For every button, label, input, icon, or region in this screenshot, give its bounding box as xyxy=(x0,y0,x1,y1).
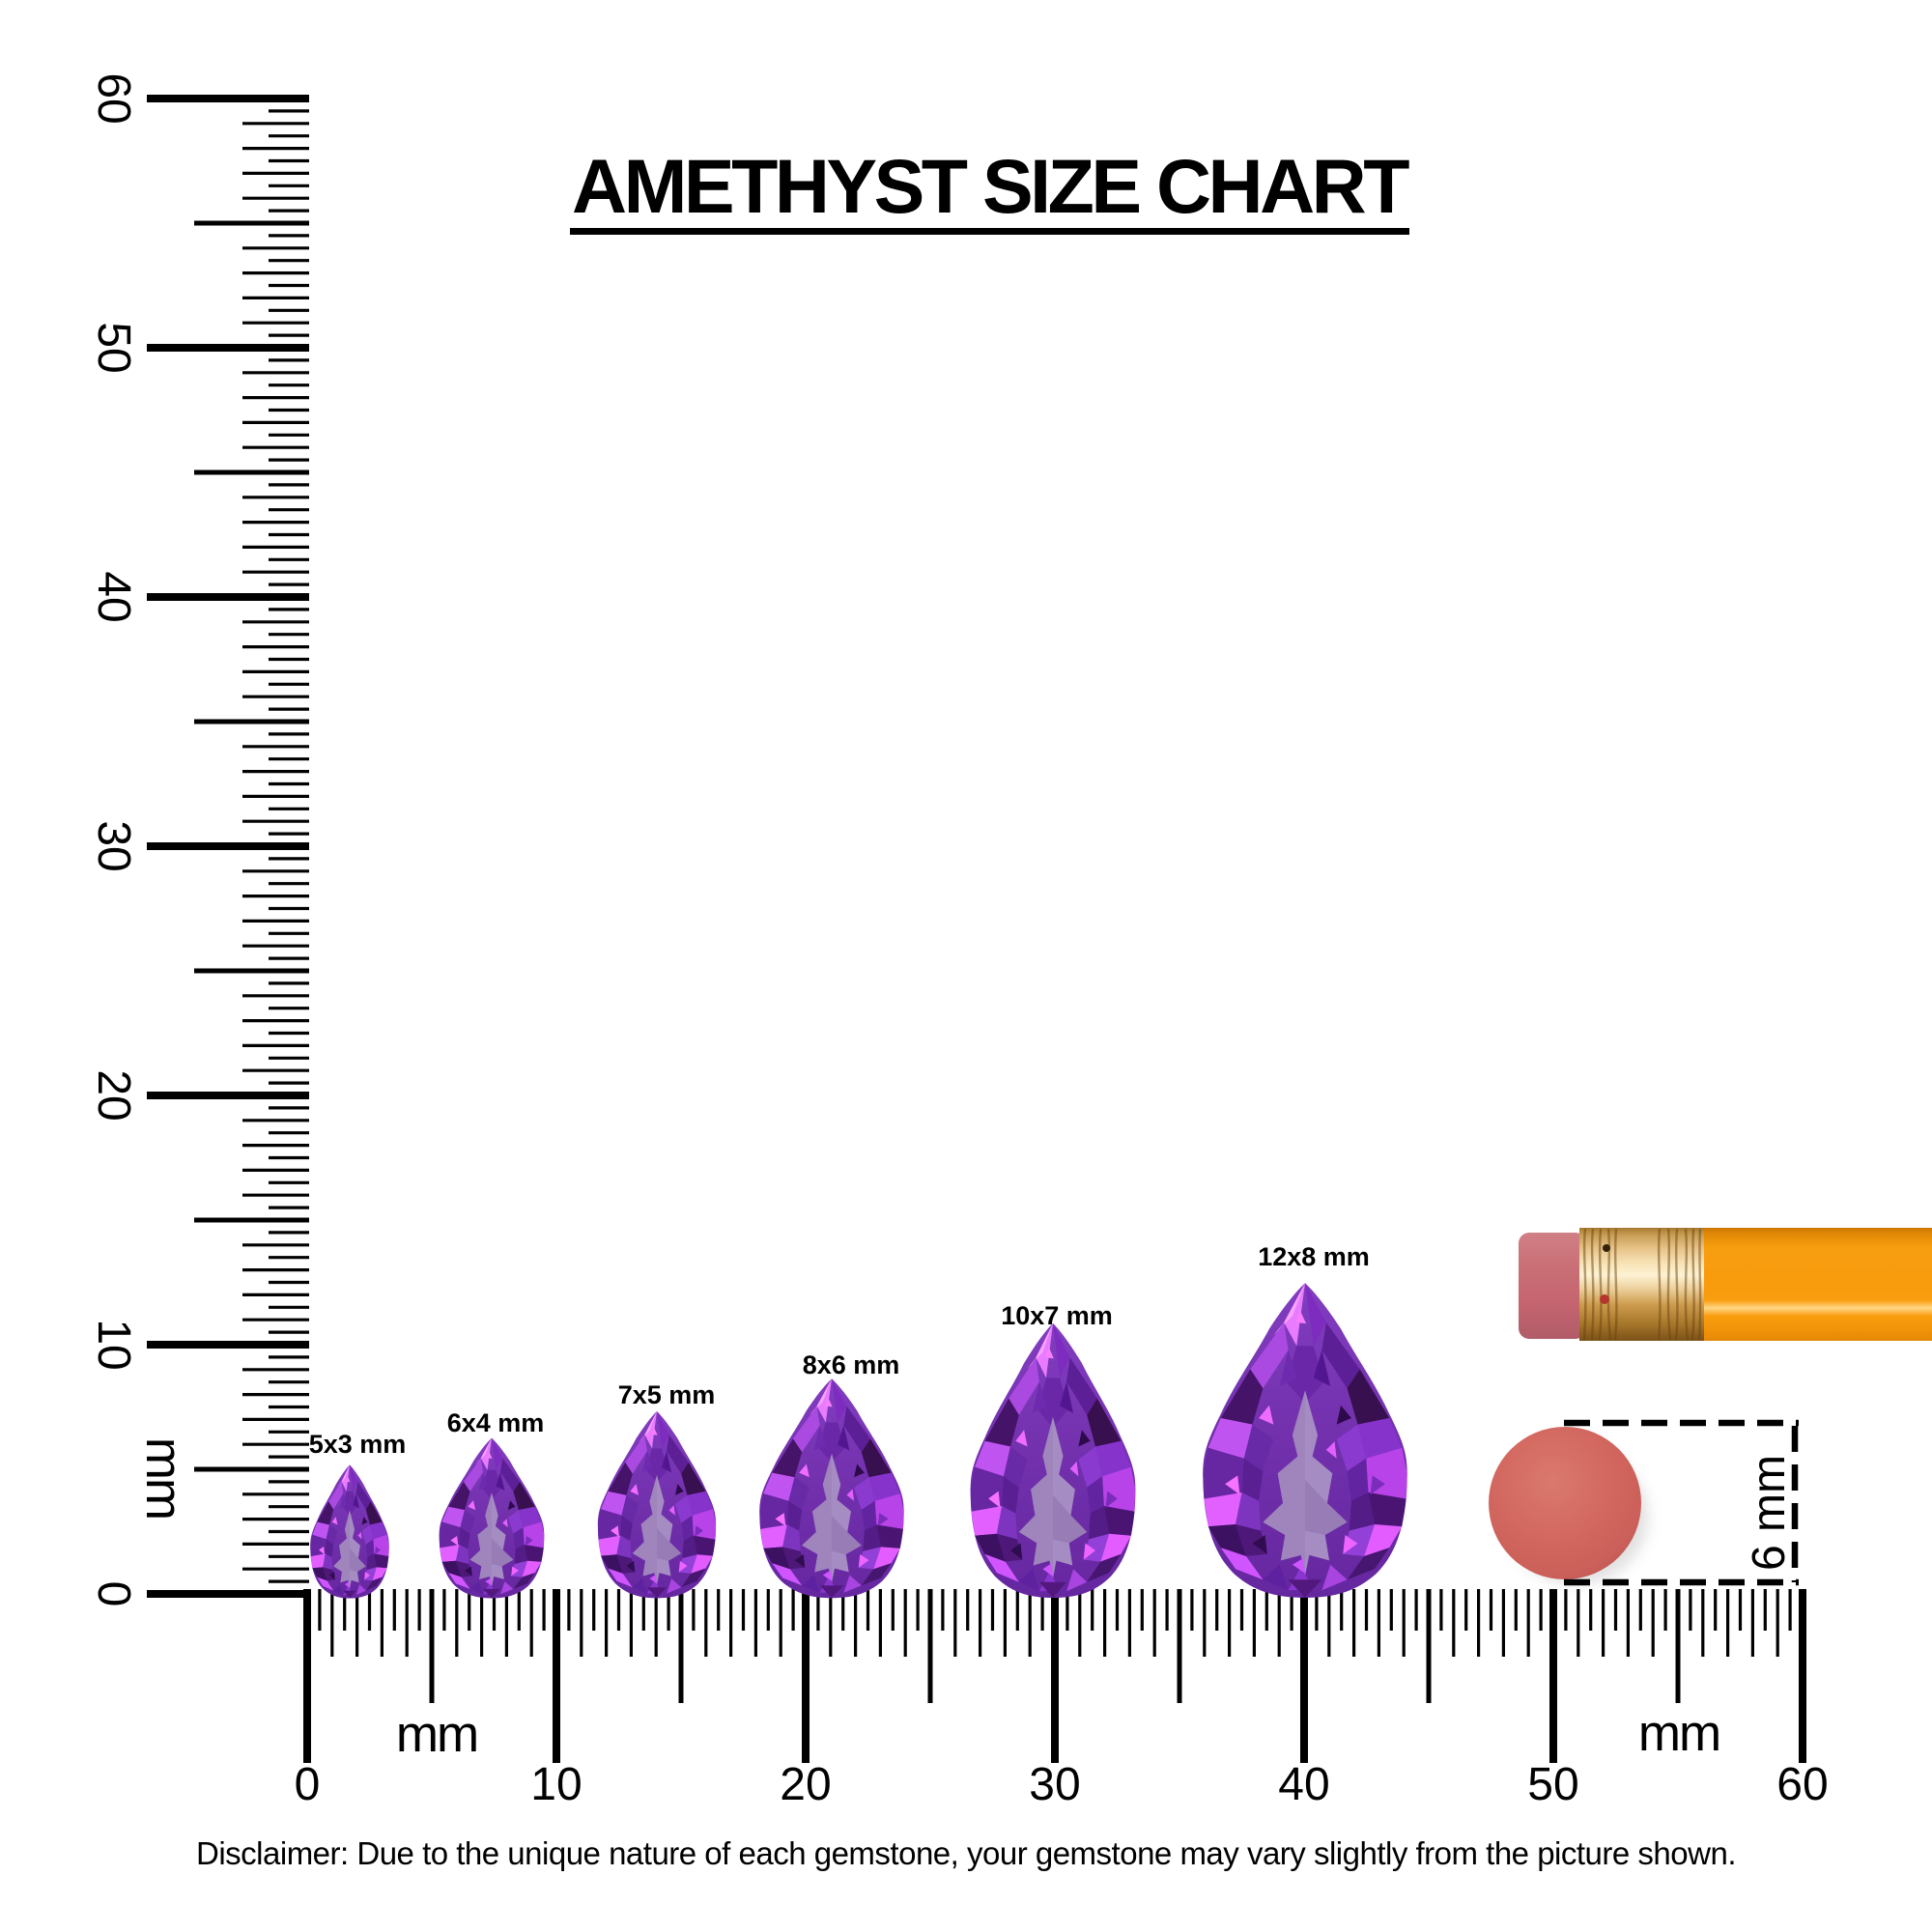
svg-text:0: 0 xyxy=(295,1759,321,1810)
svg-text:mm: mm xyxy=(396,1706,477,1763)
svg-text:40: 40 xyxy=(88,571,139,622)
svg-text:mm: mm xyxy=(135,1437,192,1519)
svg-text:7x5 mm: 7x5 mm xyxy=(618,1380,716,1409)
svg-text:40: 40 xyxy=(1278,1759,1329,1810)
svg-text:10: 10 xyxy=(88,1319,139,1370)
svg-text:8x6 mm: 8x6 mm xyxy=(803,1350,900,1379)
svg-text:10: 10 xyxy=(530,1759,582,1810)
svg-text:10x7 mm: 10x7 mm xyxy=(1001,1301,1113,1330)
svg-text:30: 30 xyxy=(1029,1759,1080,1810)
svg-text:50: 50 xyxy=(1527,1759,1578,1810)
svg-text:Disclaimer: Due to the unique: Disclaimer: Due to the unique nature of … xyxy=(196,1835,1736,1871)
svg-text:0: 0 xyxy=(88,1581,139,1607)
svg-text:6x4 mm: 6x4 mm xyxy=(447,1408,545,1437)
svg-text:12x8 mm: 12x8 mm xyxy=(1258,1242,1370,1271)
svg-text:mm: mm xyxy=(1638,1705,1719,1762)
svg-text:50: 50 xyxy=(88,322,139,373)
svg-text:30: 30 xyxy=(88,820,139,871)
svg-text:AMETHYST SIZE CHART: AMETHYST SIZE CHART xyxy=(572,143,1409,229)
svg-text:60: 60 xyxy=(1776,1759,1828,1810)
svg-text:6 mm: 6 mm xyxy=(1744,1455,1795,1571)
svg-text:60: 60 xyxy=(88,72,139,124)
svg-text:20: 20 xyxy=(780,1759,831,1810)
svg-text:5x3 mm: 5x3 mm xyxy=(309,1430,407,1459)
svg-text:20: 20 xyxy=(88,1069,139,1121)
